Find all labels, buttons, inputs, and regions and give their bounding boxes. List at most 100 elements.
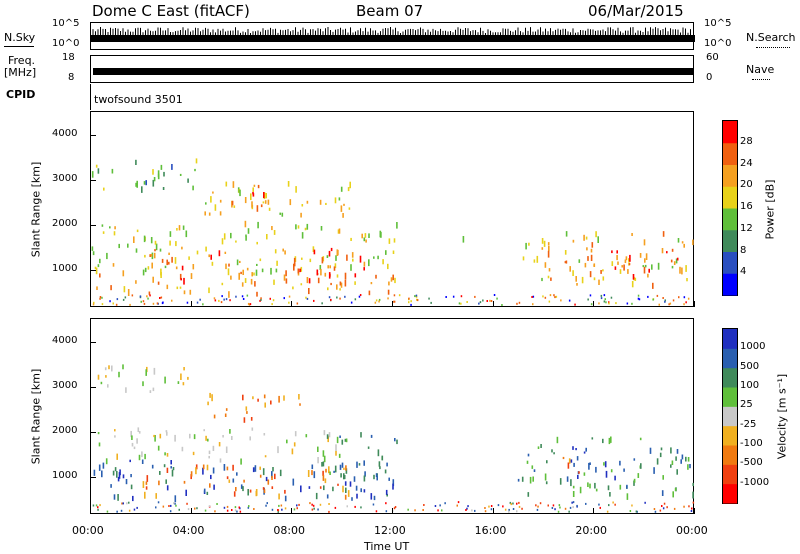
power-cell [163, 171, 165, 177]
power-cell [240, 271, 242, 275]
velocity-cell [102, 462, 105, 469]
velocity-cell [692, 491, 694, 499]
power-cell [154, 240, 157, 245]
power-cell [145, 180, 147, 186]
velocity-cell [351, 497, 353, 501]
power-cell [161, 258, 164, 263]
velocity-cell [145, 481, 148, 485]
velocity-cell [434, 505, 437, 507]
power-cell [576, 283, 578, 286]
power-cell [589, 294, 592, 297]
velocity-cell [271, 486, 274, 489]
power-cell [639, 253, 642, 258]
power-cell [393, 300, 395, 303]
power-cell [554, 296, 556, 299]
velocity-cell [117, 476, 120, 482]
velocity-cell [377, 449, 380, 457]
velocity-cell [576, 456, 579, 461]
velocity-cell [328, 432, 331, 438]
velocity-cell [308, 486, 311, 489]
power-cell [337, 229, 340, 234]
velocity-cell [527, 492, 530, 497]
velocity-cell [137, 427, 140, 432]
velocity-cell [278, 493, 280, 500]
power-cell [339, 288, 341, 291]
velocity-cell [370, 493, 373, 500]
velocity-cell [223, 506, 226, 509]
time-tick [291, 508, 293, 514]
velocity-cell [466, 507, 468, 510]
velocity-cell [267, 479, 270, 485]
power-cell [602, 269, 604, 272]
power-cell [92, 303, 95, 306]
velocity-cell [154, 435, 156, 442]
power-cell [282, 248, 284, 252]
velocity-cell [407, 508, 409, 511]
velocity-cell [205, 435, 207, 441]
velocity-cell [271, 475, 273, 480]
velocity-cell [265, 504, 267, 507]
power-cell [171, 299, 173, 302]
velocity-cell [640, 463, 642, 469]
velocity-cell [340, 473, 342, 478]
velocity-colorbar-tick-label: 25 [740, 399, 753, 411]
time-tick-label: 08:00 [273, 524, 306, 537]
power-cell [252, 193, 255, 197]
power-colorbar-tick-label: 12 [740, 222, 753, 234]
velocity-cell [338, 453, 341, 458]
power-cell [392, 250, 395, 254]
power-cell [152, 302, 155, 305]
velocity-cell [266, 502, 268, 505]
power-cell [334, 197, 337, 204]
power-cell [175, 241, 177, 247]
velocity-cell [144, 491, 146, 499]
power-cell [285, 278, 288, 284]
power-cell [359, 255, 362, 263]
velocity-cell [97, 508, 99, 511]
velocity-cell [136, 506, 138, 509]
nsearch-tick-high: 10^5 [704, 18, 732, 29]
power-cell [683, 303, 685, 306]
velocity-cell [236, 510, 238, 513]
power-cell [91, 246, 94, 251]
velocity-cell [392, 483, 394, 490]
velocity-cell [585, 502, 587, 505]
power-cell [590, 248, 593, 253]
velocity-cell [637, 473, 640, 478]
velocity-cell [396, 439, 398, 445]
velocity-cell [262, 468, 265, 476]
velocity-cell [556, 436, 559, 444]
velocity-cell [190, 474, 192, 480]
freq-tick-high: 18 [62, 52, 75, 63]
velocity-cell [208, 450, 211, 455]
velocity-ytick-label: 1000 [52, 469, 78, 481]
power-colorbar-swatch [723, 273, 737, 296]
velocity-cell [93, 469, 96, 476]
velocity-cell [253, 508, 255, 510]
power-cell [293, 257, 296, 263]
velocity-cell [329, 471, 331, 475]
power-cell [643, 266, 646, 274]
power-cell [231, 200, 234, 206]
velocity-cell [356, 493, 358, 499]
power-cell [393, 300, 396, 303]
time-tick-label: 16:00 [474, 524, 507, 537]
power-cell [368, 233, 370, 238]
velocity-cell [444, 502, 446, 505]
nave-label: Nave [746, 63, 775, 76]
velocity-cell [576, 504, 578, 507]
velocity-cell [529, 476, 532, 484]
velocity-cell [347, 490, 350, 497]
power-cell [275, 268, 278, 273]
power-ylabel: Slant Range [km] [29, 161, 43, 258]
power-cell [239, 260, 241, 263]
power-cell [144, 254, 146, 258]
power-cell [611, 261, 614, 266]
velocity-cell [132, 495, 134, 502]
velocity-cell [502, 505, 504, 508]
velocity-cell [353, 476, 356, 482]
velocity-cell [274, 473, 276, 480]
velocity-cell [155, 506, 157, 509]
power-cell [669, 302, 672, 305]
velocity-cell [113, 494, 116, 500]
